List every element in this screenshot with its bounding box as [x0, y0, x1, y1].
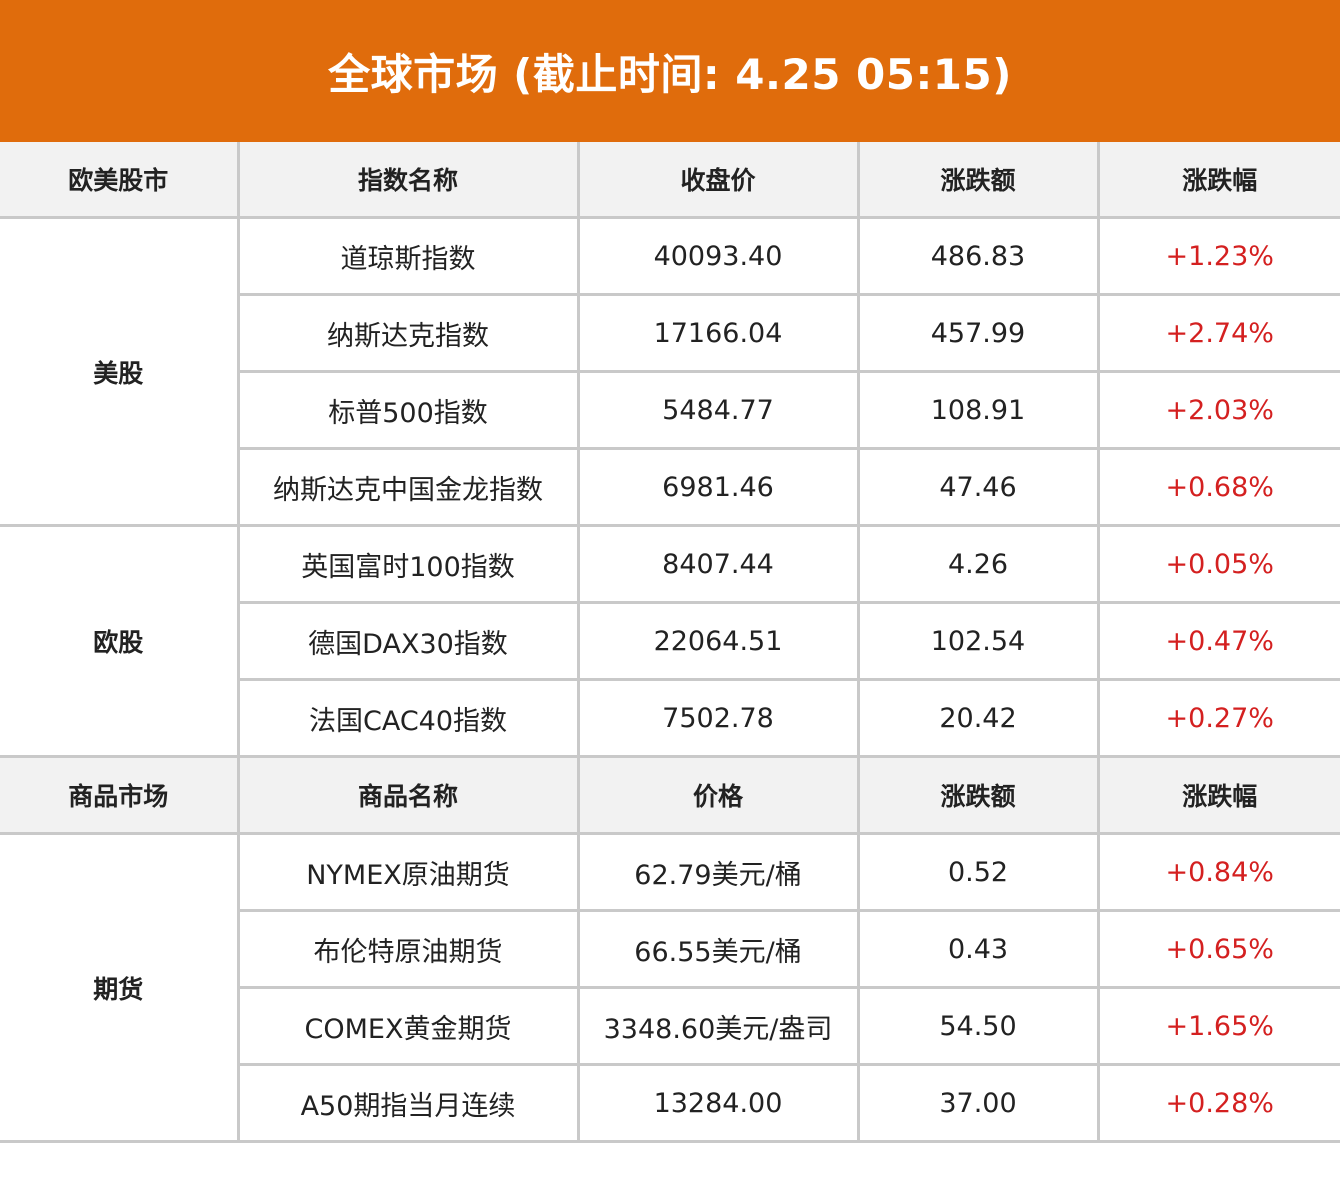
table-row: 期货 NYMEX原油期货 62.79美元/桶 0.52 +0.84%: [0, 832, 1340, 1143]
row-change: 37.00: [856, 1063, 1100, 1143]
row-pct: +1.23%: [1096, 216, 1340, 296]
market-table: 欧美股市 指数名称 收盘价 涨跌额 涨跌幅 美股 道琼斯指数 40093.40 …: [0, 142, 1340, 1143]
header-name: 指数名称: [236, 142, 580, 219]
row-name: 道琼斯指数: [236, 216, 580, 296]
stocks-header-row: 欧美股市 指数名称 收盘价 涨跌额 涨跌幅: [0, 142, 1340, 219]
row-change: 20.42: [856, 678, 1100, 758]
row-pct: +0.28%: [1096, 1063, 1340, 1143]
table-row: 美股 道琼斯指数 40093.40 486.83 +1.23%: [0, 216, 1340, 527]
header-market: 商品市场: [0, 755, 240, 835]
row-pct: +0.47%: [1096, 601, 1340, 681]
table-row: COMEX黄金期货 3348.60美元/盎司 54.50 +1.65%: [0, 986, 1340, 1066]
row-pct: +0.05%: [1096, 524, 1340, 604]
group-eu-stocks: 欧股: [0, 524, 240, 758]
header-change: 涨跌额: [856, 142, 1100, 219]
row-price: 22064.51: [576, 601, 860, 681]
row-change: 102.54: [856, 601, 1100, 681]
row-name: 法国CAC40指数: [238, 678, 580, 758]
header-market: 欧美股市: [0, 142, 240, 219]
row-name: COMEX黄金期货: [238, 986, 580, 1066]
row-price: 17166.04: [576, 293, 860, 373]
row-change: 47.46: [856, 447, 1100, 527]
table-row: 纳斯达克指数 17166.04 457.99 +2.74%: [0, 293, 1340, 373]
header-name: 商品名称: [236, 755, 580, 835]
table-row: 布伦特原油期货 66.55美元/桶 0.43 +0.65%: [0, 909, 1340, 989]
row-pct: +2.74%: [1096, 293, 1340, 373]
table-row: 欧股 英国富时100指数 8407.44 4.26 +0.05%: [0, 524, 1340, 758]
row-name: A50期指当月连续: [238, 1063, 580, 1143]
row-name: 标普500指数: [238, 370, 580, 450]
row-name: NYMEX原油期货: [236, 832, 580, 912]
row-price: 8407.44: [576, 524, 860, 604]
header-price: 收盘价: [576, 142, 860, 219]
table-row: 法国CAC40指数 7502.78 20.42 +0.27%: [0, 678, 1340, 758]
table-row: 标普500指数 5484.77 108.91 +2.03%: [0, 370, 1340, 450]
row-price: 6981.46: [576, 447, 860, 527]
row-change: 108.91: [856, 370, 1100, 450]
row-change: 4.26: [856, 524, 1100, 604]
header-change: 涨跌额: [856, 755, 1100, 835]
row-pct: +0.68%: [1096, 447, 1340, 527]
row-pct: +0.27%: [1096, 678, 1340, 758]
row-price: 13284.00: [576, 1063, 860, 1143]
row-price: 66.55美元/桶: [576, 909, 860, 989]
row-name: 布伦特原油期货: [238, 909, 580, 989]
row-name: 德国DAX30指数: [238, 601, 580, 681]
row-pct: +0.65%: [1096, 909, 1340, 989]
header-pct: 涨跌幅: [1096, 142, 1340, 219]
row-change: 0.52: [856, 832, 1100, 912]
row-change: 54.50: [856, 986, 1100, 1066]
row-pct: +1.65%: [1096, 986, 1340, 1066]
row-name: 纳斯达克指数: [238, 293, 580, 373]
row-price: 7502.78: [576, 678, 860, 758]
page-title: 全球市场 (截止时间: 4.25 05:15): [328, 49, 1012, 99]
group-us-stocks: 美股: [0, 216, 240, 527]
row-pct: +2.03%: [1096, 370, 1340, 450]
header-price: 价格: [576, 755, 860, 835]
group-futures: 期货: [0, 832, 240, 1143]
row-pct: +0.84%: [1096, 832, 1340, 912]
row-price: 5484.77: [576, 370, 860, 450]
table-row: 纳斯达克中国金龙指数 6981.46 47.46 +0.68%: [0, 447, 1340, 527]
row-change: 486.83: [856, 216, 1100, 296]
row-change: 457.99: [856, 293, 1100, 373]
row-price: 40093.40: [576, 216, 860, 296]
title-banner: 全球市场 (截止时间: 4.25 05:15): [0, 0, 1340, 142]
row-change: 0.43: [856, 909, 1100, 989]
commodities-header-row: 商品市场 商品名称 价格 涨跌额 涨跌幅: [0, 755, 1340, 835]
row-price: 62.79美元/桶: [576, 832, 860, 912]
table-row: 德国DAX30指数 22064.51 102.54 +0.47%: [0, 601, 1340, 681]
table-row: A50期指当月连续 13284.00 37.00 +0.28%: [0, 1063, 1340, 1143]
header-pct: 涨跌幅: [1096, 755, 1340, 835]
row-price: 3348.60美元/盎司: [576, 986, 860, 1066]
row-name: 纳斯达克中国金龙指数: [238, 447, 580, 527]
row-name: 英国富时100指数: [236, 524, 580, 604]
